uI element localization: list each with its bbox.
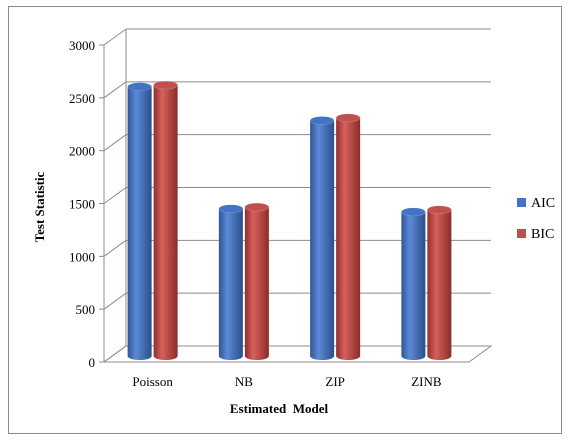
y-axis-title: Test Statistic <box>32 171 47 242</box>
gridline-depth <box>103 28 127 46</box>
bar-aic-nb <box>218 204 244 360</box>
bar-bic-zip <box>335 113 361 361</box>
bar-bic-nb <box>244 202 270 360</box>
bar-body <box>244 207 269 360</box>
legend-label-bic: BIC <box>531 227 554 242</box>
bar-chart: 0 500 1000 1500 2000 2500 3000 Poisson NB ZIP ZINB… <box>32 28 555 416</box>
bar-aic-zinb <box>401 207 426 360</box>
bar-aic-zip <box>309 116 335 360</box>
gridline-depth <box>103 292 127 310</box>
x-tick-label: Poisson <box>132 374 173 389</box>
x-tick-label: ZIP <box>325 374 345 389</box>
bar-top <box>218 204 244 214</box>
bar-top <box>244 202 270 212</box>
chart-area: 0 500 1000 1500 2000 2500 3000 Poisson NB ZIP ZINB… <box>8 6 562 434</box>
bar-body <box>427 209 452 360</box>
bar-top <box>401 207 426 217</box>
legend: AIC BIC <box>517 196 555 242</box>
gridline-depth <box>103 81 127 99</box>
bar-body <box>218 208 243 360</box>
bar-top <box>335 113 361 123</box>
bar-top <box>127 82 152 91</box>
bar-bic-zinb <box>427 205 452 360</box>
legend-swatch-bic <box>517 229 526 238</box>
legend-label-aic: AIC <box>531 196 555 211</box>
bar-body <box>336 117 361 361</box>
y-tick-label: 0 <box>89 355 96 370</box>
x-tick-label: ZINB <box>411 374 442 389</box>
bar-top <box>427 205 452 215</box>
y-tick-label: 1500 <box>69 197 95 212</box>
y-tick-label: 500 <box>76 302 96 317</box>
x-axis-title: Estimated Model <box>230 401 329 416</box>
gridline-depth <box>103 187 127 204</box>
axes <box>99 29 493 363</box>
bar-top <box>309 116 335 125</box>
bar-body <box>401 211 426 360</box>
bar-bic-poisson <box>153 80 178 360</box>
bars <box>127 80 452 361</box>
gridline-depth <box>103 134 127 152</box>
gridline-depth <box>103 239 127 257</box>
tick-labels: 0 500 1000 1500 2000 2500 3000 Poisson NB ZIP ZINB <box>69 38 442 389</box>
bar-top <box>153 80 178 90</box>
y-tick-label: 3000 <box>69 38 95 53</box>
bar-body <box>127 86 152 360</box>
y-tick-label: 2000 <box>69 144 95 159</box>
bar-body <box>153 85 178 360</box>
legend-swatch-aic <box>517 198 526 207</box>
x-tick-label: NB <box>235 374 253 389</box>
bar-body <box>310 120 335 360</box>
y-tick-label: 1000 <box>69 249 95 264</box>
floor <box>102 345 493 363</box>
gridlines <box>103 28 491 363</box>
bar-aic-poisson <box>127 82 152 360</box>
y-tick-label: 2500 <box>69 91 95 106</box>
